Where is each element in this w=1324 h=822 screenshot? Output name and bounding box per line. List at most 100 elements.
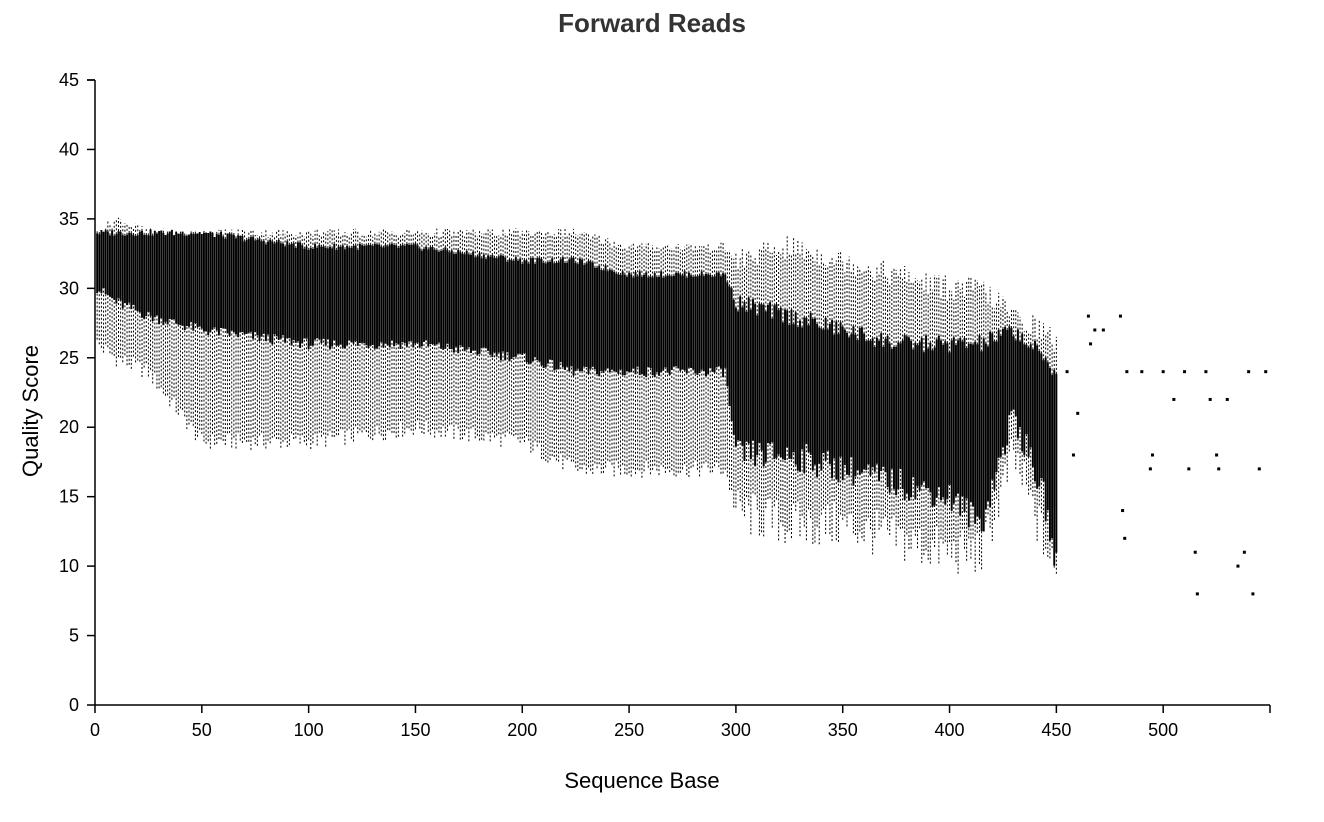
iqr-box <box>940 340 942 501</box>
iqr-box <box>649 276 652 368</box>
iqr-box <box>715 272 718 368</box>
iqr-box <box>393 244 396 347</box>
iqr-box <box>816 323 819 477</box>
iqr-box <box>841 326 844 481</box>
tail-point <box>1118 314 1122 318</box>
iqr-box <box>277 239 280 340</box>
iqr-box <box>527 263 530 365</box>
iqr-box <box>771 318 774 443</box>
iqr-box <box>164 235 167 322</box>
iqr-box <box>414 243 417 344</box>
iqr-box <box>796 327 799 471</box>
iqr-box <box>591 262 594 367</box>
iqr-box <box>378 244 381 347</box>
iqr-box <box>1006 329 1009 446</box>
x-tick-label: 500 <box>1148 720 1178 740</box>
iqr-box <box>489 256 492 355</box>
iqr-box <box>320 246 323 344</box>
iqr-box <box>538 257 541 362</box>
iqr-box <box>957 340 960 494</box>
iqr-box <box>630 274 633 373</box>
iqr-box <box>499 255 502 361</box>
iqr-box <box>311 248 314 346</box>
iqr-box <box>444 247 447 349</box>
tail-point <box>1065 370 1069 374</box>
iqr-box <box>237 235 240 338</box>
iqr-box <box>893 346 895 489</box>
iqr-box <box>145 234 148 317</box>
iqr-box <box>119 231 122 301</box>
iqr-box <box>600 269 603 371</box>
iqr-box <box>752 299 754 441</box>
iqr-box <box>358 243 361 344</box>
iqr-box <box>826 329 829 451</box>
iqr-box <box>260 241 263 337</box>
iqr-box <box>423 248 425 342</box>
iqr-box <box>512 260 515 358</box>
tail-point <box>1086 314 1090 318</box>
iqr-box <box>899 343 902 470</box>
iqr-box <box>756 315 759 456</box>
iqr-box <box>658 276 660 376</box>
iqr-box <box>1042 360 1045 482</box>
iqr-box <box>596 267 599 375</box>
iqr-box <box>621 271 624 376</box>
iqr-box <box>1025 344 1028 435</box>
iqr-box <box>162 232 165 326</box>
iqr-box <box>1051 374 1054 539</box>
iqr-box <box>717 272 720 367</box>
iqr-box <box>431 246 434 345</box>
iqr-box <box>978 335 981 519</box>
tail-point <box>1093 328 1097 332</box>
iqr-box <box>632 277 635 369</box>
tail-point <box>1208 397 1212 401</box>
iqr-box <box>487 255 490 351</box>
iqr-box <box>792 324 795 453</box>
iqr-box <box>525 260 528 363</box>
iqr-box <box>175 231 178 324</box>
iqr-box <box>927 348 930 489</box>
iqr-box <box>371 245 374 346</box>
tail-point <box>1101 328 1105 332</box>
iqr-box <box>615 273 618 373</box>
iqr-box <box>967 343 970 528</box>
tail-point <box>1251 592 1255 596</box>
iqr-box <box>1027 347 1030 457</box>
iqr-box <box>681 275 684 370</box>
iqr-box <box>576 264 579 369</box>
iqr-box <box>115 234 118 304</box>
iqr-box <box>403 245 406 344</box>
iqr-box <box>249 237 252 332</box>
iqr-box <box>104 230 107 295</box>
iqr-box <box>390 243 393 341</box>
iqr-box <box>440 250 443 349</box>
iqr-box <box>954 345 957 497</box>
iqr-box <box>762 304 765 467</box>
y-tick-label: 40 <box>59 139 79 159</box>
x-axis-label: Sequence Base <box>564 768 719 793</box>
iqr-box <box>290 243 293 346</box>
iqr-box <box>813 318 816 465</box>
iqr-box <box>346 246 349 346</box>
iqr-box <box>794 312 797 465</box>
iqr-box <box>256 239 259 336</box>
iqr-box <box>207 233 210 335</box>
iqr-box <box>865 341 868 471</box>
tail-point <box>1257 467 1261 471</box>
iqr-box <box>126 234 129 306</box>
y-tick-label: 0 <box>69 695 79 715</box>
iqr-box <box>241 235 244 333</box>
iqr-box <box>100 230 103 294</box>
iqr-box <box>1053 369 1056 566</box>
iqr-box <box>775 304 778 458</box>
iqr-box <box>997 329 1000 458</box>
iqr-box <box>331 248 334 347</box>
iqr-box <box>123 235 126 304</box>
iqr-box <box>529 258 532 364</box>
iqr-box <box>339 246 342 345</box>
y-axis-label: Quality Score <box>18 345 43 477</box>
iqr-box <box>734 307 737 447</box>
iqr-box <box>995 341 998 473</box>
iqr-box <box>96 233 99 294</box>
